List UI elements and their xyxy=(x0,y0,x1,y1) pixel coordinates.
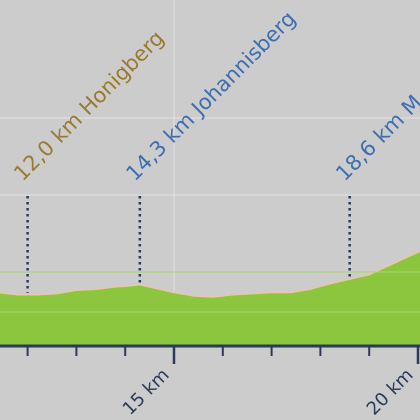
x-axis: 15 km 20 km xyxy=(0,344,420,420)
elevation-fill xyxy=(0,251,420,346)
waypoint-label: 18,6 km M xyxy=(331,90,420,185)
elevation-line xyxy=(0,250,420,298)
x-tick-label: 20 km xyxy=(363,365,418,420)
x-tick-label: 15 km xyxy=(119,365,174,420)
elevation-area xyxy=(0,250,420,346)
